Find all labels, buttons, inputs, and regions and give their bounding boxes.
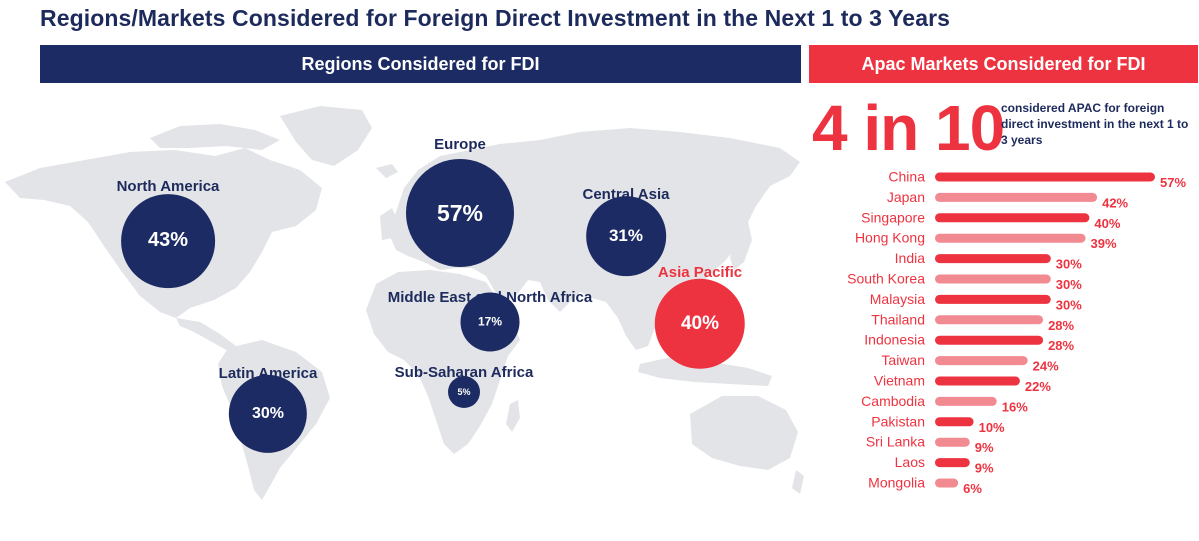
apac-markets-bar-chart: China 57% Japan 42% Singapore 40% Hong Kong 39%… xyxy=(847,169,1186,496)
region-label-north-america: North America xyxy=(116,178,220,195)
bar-category-label: Pakistan xyxy=(871,413,925,429)
bar-category-label: India xyxy=(895,250,926,266)
bar-value-label: 6% xyxy=(963,481,982,495)
bar-value-label: 9% xyxy=(975,461,994,476)
region-value-sub-saharan-africa: 5% xyxy=(457,386,471,397)
region-bubble-asia-pacific: 40% xyxy=(654,278,746,370)
region-bubble-sub-saharan-africa: 5% xyxy=(448,376,480,408)
regions-section-header: Regions Considered for FDI xyxy=(40,45,801,83)
bar-india xyxy=(935,254,1051,264)
bar-value-label: 22% xyxy=(1025,379,1051,394)
bar-category-label: Sri Lanka xyxy=(866,434,925,450)
bar-vietnam xyxy=(935,376,1020,386)
bar-value-label: 28% xyxy=(1048,338,1074,353)
bar-category-label: Cambodia xyxy=(861,393,925,409)
region-value-europe: 57% xyxy=(436,199,484,226)
bar-hong-kong xyxy=(935,233,1086,243)
region-bubble-north-america: 43% xyxy=(121,194,215,288)
region-bubble-europe: 57% xyxy=(406,159,514,267)
map-iceland xyxy=(376,164,398,178)
bar-category-label: Singapore xyxy=(861,209,925,225)
bar-singapore xyxy=(935,213,1090,223)
bar-mongolia xyxy=(935,478,959,488)
region-value-central-asia: 31% xyxy=(608,225,644,245)
region-label-latin-america: Latin America xyxy=(218,365,318,382)
bar-category-label: South Korea xyxy=(847,271,925,287)
bar-value-label: 30% xyxy=(1056,277,1082,292)
region-bubble-middle-east-north-africa: 17% xyxy=(460,292,520,352)
bar-sri-lanka xyxy=(935,437,970,447)
bar-value-label: 10% xyxy=(979,420,1005,435)
bar-value-label: 30% xyxy=(1056,297,1082,312)
region-label-central-asia: Central Asia xyxy=(582,186,670,203)
bar-value-label: 42% xyxy=(1102,195,1128,210)
bar-japan xyxy=(935,192,1098,202)
bar-value-label: 24% xyxy=(1033,359,1059,374)
region-bubble-central-asia: 31% xyxy=(586,196,666,276)
map-greenland xyxy=(280,106,372,166)
bar-category-label: Indonesia xyxy=(864,332,925,348)
map-new-zealand xyxy=(792,470,804,494)
bar-category-label: Vietnam xyxy=(874,373,925,389)
bar-category-label: Japan xyxy=(887,189,925,205)
apac-stat-headline: 4 in 10 xyxy=(812,92,1005,164)
map-indonesia xyxy=(638,356,772,386)
bar-category-label: Thailand xyxy=(871,311,925,327)
bar-category-label: Laos xyxy=(895,454,925,470)
bar-category-label: Malaysia xyxy=(870,291,925,307)
region-value-latin-america: 30% xyxy=(251,405,285,422)
bar-value-label: 40% xyxy=(1094,216,1120,231)
page-title: Regions/Markets Considered for Foreign D… xyxy=(40,5,951,31)
bar-cambodia xyxy=(935,396,997,406)
map-australia xyxy=(690,396,798,470)
bar-value-label: 39% xyxy=(1091,236,1117,251)
bar-category-label: China xyxy=(888,169,925,185)
map-central-america xyxy=(176,318,236,352)
bar-china xyxy=(935,172,1155,182)
bar-thailand xyxy=(935,315,1044,325)
map-british-isles xyxy=(380,208,398,240)
bar-category-label: Mongolia xyxy=(868,475,925,491)
bar-category-label: Taiwan xyxy=(881,352,925,368)
region-label-sub-saharan-africa: Sub-Saharan Africa xyxy=(394,364,534,381)
bar-value-label: 9% xyxy=(975,440,994,455)
map-madagascar xyxy=(506,400,520,432)
bar-value-label: 57% xyxy=(1160,175,1186,190)
bar-value-label: 28% xyxy=(1048,318,1074,333)
region-value-asia-pacific: 40% xyxy=(680,313,720,334)
bar-value-label: 30% xyxy=(1056,257,1082,272)
region-label-europe: Europe xyxy=(434,136,486,153)
bar-laos xyxy=(935,458,970,468)
bar-malaysia xyxy=(935,294,1051,304)
region-value-north-america: 43% xyxy=(147,229,189,252)
map-arctic-islands xyxy=(150,124,280,150)
bar-value-label: 16% xyxy=(1002,399,1028,414)
bar-pakistan xyxy=(935,417,974,427)
bar-taiwan xyxy=(935,356,1028,366)
regions-map-bubbles: North America 43% Europe 57% Central Asia 31%… xyxy=(116,136,746,454)
apac-markets-section-header: Apac Markets Considered for FDI xyxy=(809,45,1198,83)
map-japan xyxy=(730,222,752,270)
region-bubble-latin-america: 30% xyxy=(228,374,308,454)
bar-south-korea xyxy=(935,274,1051,284)
region-value-middle-east-north-africa: 17% xyxy=(477,315,503,329)
bar-indonesia xyxy=(935,335,1044,345)
apac-stat-description: considered APAC for foreign direct inves… xyxy=(1001,101,1189,147)
region-label-asia-pacific: Asia Pacific xyxy=(657,264,743,281)
bar-category-label: Hong Kong xyxy=(855,230,925,246)
